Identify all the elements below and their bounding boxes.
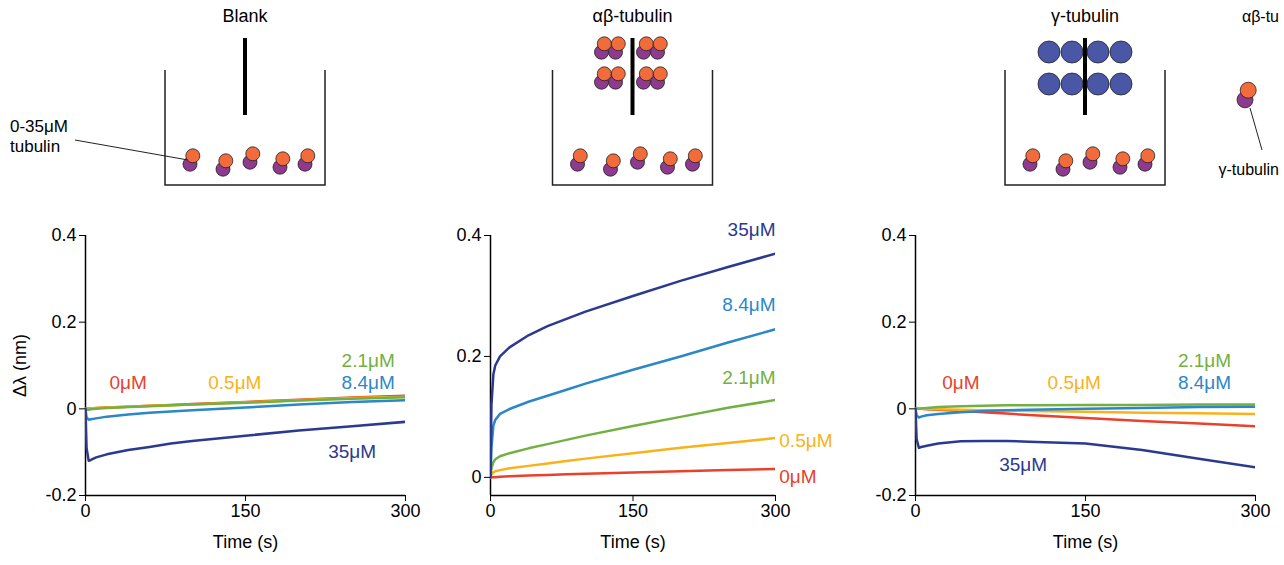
svg-text:0μM: 0μM bbox=[779, 466, 816, 487]
svg-text:0.4: 0.4 bbox=[51, 225, 76, 245]
svg-text:300: 300 bbox=[1240, 501, 1270, 521]
svg-text:8.4μM: 8.4μM bbox=[342, 372, 395, 393]
svg-text:2.1μM: 2.1μM bbox=[1178, 350, 1231, 371]
svg-text:Time (s): Time (s) bbox=[1053, 532, 1118, 552]
svg-text:8.4μM: 8.4μM bbox=[1178, 372, 1231, 393]
svg-text:2.1μM: 2.1μM bbox=[342, 350, 395, 371]
svg-text:0.2: 0.2 bbox=[456, 346, 481, 366]
svg-text:-0.2: -0.2 bbox=[45, 485, 76, 505]
svg-text:0μM: 0μM bbox=[109, 372, 146, 393]
svg-text:150: 150 bbox=[1070, 501, 1100, 521]
svg-text:0.4: 0.4 bbox=[456, 225, 481, 245]
svg-text:Blank: Blank bbox=[222, 6, 268, 26]
svg-text:0: 0 bbox=[910, 501, 920, 521]
svg-text:0.5μM: 0.5μM bbox=[779, 430, 832, 451]
svg-text:αβ-tubulin: αβ-tubulin bbox=[593, 6, 673, 26]
svg-text:0.2: 0.2 bbox=[881, 312, 906, 332]
svg-text:150: 150 bbox=[618, 501, 648, 521]
svg-text:0μM: 0μM bbox=[942, 372, 979, 393]
svg-text:0: 0 bbox=[471, 467, 481, 487]
svg-text:γ-tubulin: γ-tubulin bbox=[1219, 161, 1279, 178]
svg-text:0: 0 bbox=[80, 501, 90, 521]
svg-text:0.4: 0.4 bbox=[881, 225, 906, 245]
svg-text:300: 300 bbox=[390, 501, 420, 521]
svg-text:0.5μM: 0.5μM bbox=[208, 372, 261, 393]
svg-text:35μM: 35μM bbox=[328, 441, 376, 462]
svg-text:2.1μM: 2.1μM bbox=[722, 367, 775, 388]
svg-text:0: 0 bbox=[896, 399, 906, 419]
svg-text:35μM: 35μM bbox=[999, 454, 1047, 475]
svg-text:0: 0 bbox=[485, 501, 495, 521]
svg-text:300: 300 bbox=[760, 501, 790, 521]
svg-text:αβ-tu: αβ-tu bbox=[1242, 8, 1279, 25]
svg-text:Δλ (nm): Δλ (nm) bbox=[10, 334, 30, 397]
svg-text:0: 0 bbox=[66, 399, 76, 419]
svg-text:-0.2: -0.2 bbox=[875, 485, 906, 505]
svg-text:Time (s): Time (s) bbox=[600, 532, 665, 552]
svg-text:150: 150 bbox=[230, 501, 260, 521]
svg-text:0.2: 0.2 bbox=[51, 312, 76, 332]
svg-text:0-35μMtubulin: 0-35μMtubulin bbox=[10, 117, 68, 156]
svg-text:35μM: 35μM bbox=[728, 219, 776, 240]
svg-text:0.5μM: 0.5μM bbox=[1048, 372, 1101, 393]
svg-text:Time (s): Time (s) bbox=[213, 532, 278, 552]
svg-text:γ-tubulin: γ-tubulin bbox=[1051, 6, 1119, 26]
svg-text:8.4μM: 8.4μM bbox=[722, 294, 775, 315]
